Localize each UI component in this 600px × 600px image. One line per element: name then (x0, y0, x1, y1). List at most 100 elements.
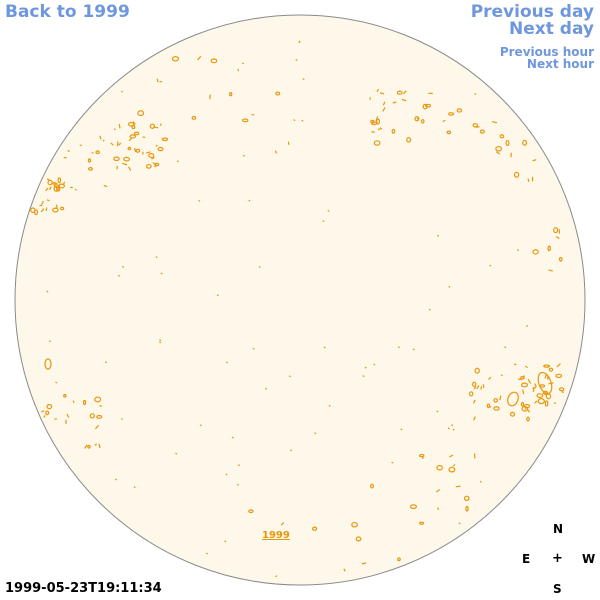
contour-mark (45, 187, 49, 192)
contour-mark (542, 390, 548, 395)
contour-loop (44, 358, 52, 370)
contour-mark (322, 220, 325, 223)
contour-mark (534, 383, 537, 388)
contour-mark (525, 324, 529, 327)
contour-mark (447, 427, 450, 430)
contour-mark (537, 398, 545, 405)
contour-mark (373, 140, 381, 146)
contour-mark (425, 103, 432, 108)
contour-mark (323, 346, 326, 349)
contour-mark (451, 424, 454, 427)
contour-mark (343, 568, 346, 572)
contour-mark (479, 480, 482, 483)
contour-mark (555, 236, 560, 240)
contour-mark (402, 90, 407, 95)
contour-mark (456, 108, 463, 113)
contour-mark (452, 428, 455, 431)
contour-mark (327, 209, 330, 212)
contour-mark (536, 393, 544, 398)
contour-mark (314, 432, 317, 435)
contour-mark (513, 171, 520, 178)
contour-mark (274, 150, 278, 154)
year-link[interactable]: 1999 (262, 530, 290, 541)
contour-mark (264, 387, 268, 390)
contour-mark (225, 473, 228, 476)
contour-mark (123, 156, 130, 162)
contour-mark (409, 504, 418, 510)
contour-mark (60, 206, 65, 211)
contour-mark (46, 290, 49, 293)
contour-mark (370, 119, 375, 124)
contour-mark (242, 154, 245, 157)
contour-mark (121, 90, 124, 93)
previous-day-link[interactable]: Previous day (470, 2, 594, 22)
contour-mark (520, 382, 529, 388)
contour-mark (225, 361, 229, 364)
contour-mark (295, 59, 298, 62)
contour-mark (161, 137, 169, 142)
contour-mark (132, 121, 136, 125)
contour-mark (114, 478, 118, 481)
contour-mark (216, 294, 219, 297)
contour-mark (436, 234, 440, 237)
contour-mark (157, 146, 164, 152)
contour-mark (191, 115, 197, 120)
back-to-year-link[interactable]: Back to 1999 (5, 2, 130, 22)
previous-hour-link[interactable]: Previous hour (499, 45, 594, 59)
contour-mark (133, 486, 136, 489)
contour-mark (103, 184, 108, 188)
contour-mark (468, 391, 474, 397)
contour-mark (175, 452, 178, 455)
contour-mark (152, 161, 157, 166)
contour-mark (422, 103, 428, 110)
contour-mark (160, 272, 163, 275)
contour-mark (526, 416, 530, 422)
contour-mark (553, 227, 559, 234)
contour-mark (375, 116, 379, 122)
contour-mark (57, 177, 62, 184)
contour-mark (448, 285, 451, 288)
contour-mark (406, 136, 412, 143)
contour-mark (548, 367, 554, 372)
contour-mark (500, 374, 503, 377)
contour-mark (131, 125, 136, 130)
contour-mark (110, 142, 114, 146)
contour-mark (148, 152, 155, 159)
contour-mark (197, 55, 202, 61)
contour-mark (63, 181, 66, 185)
contour-mark (510, 152, 513, 158)
contour-mark (505, 139, 510, 147)
compass-south: S (553, 582, 562, 596)
contour-mark (446, 130, 452, 135)
contour-mark (41, 410, 45, 413)
contour-mark (99, 404, 102, 408)
observation-timestamp: 1999-05-23T19:11:34 (5, 581, 162, 596)
contour-mark (382, 107, 386, 112)
contour-mark (351, 521, 358, 528)
next-hour-link[interactable]: Next hour (526, 57, 594, 71)
contour-mark (480, 386, 483, 390)
contour-mark (155, 256, 158, 259)
contour-mark (489, 264, 492, 267)
contour-mark (301, 119, 304, 122)
contour-mark (113, 128, 116, 131)
contour-mark (473, 386, 477, 390)
compass-center: + (552, 551, 563, 566)
contour-mark (48, 340, 52, 343)
contour-mark (43, 415, 46, 418)
contour-mark (98, 443, 101, 449)
contour-mark (46, 178, 50, 181)
compass-west: W (582, 552, 596, 566)
contour-mark (176, 160, 179, 163)
contour-mark (479, 129, 485, 134)
contour-mark (527, 178, 530, 183)
contour-mark (414, 116, 420, 122)
contour-mark (55, 204, 58, 209)
compass-east: E (522, 552, 531, 566)
next-day-link[interactable]: Next day (509, 19, 594, 39)
contour-mark (56, 186, 61, 192)
contour-mark (52, 181, 58, 185)
contour-mark (495, 145, 503, 152)
contour-mark (94, 396, 102, 403)
contour-mark (171, 55, 180, 62)
